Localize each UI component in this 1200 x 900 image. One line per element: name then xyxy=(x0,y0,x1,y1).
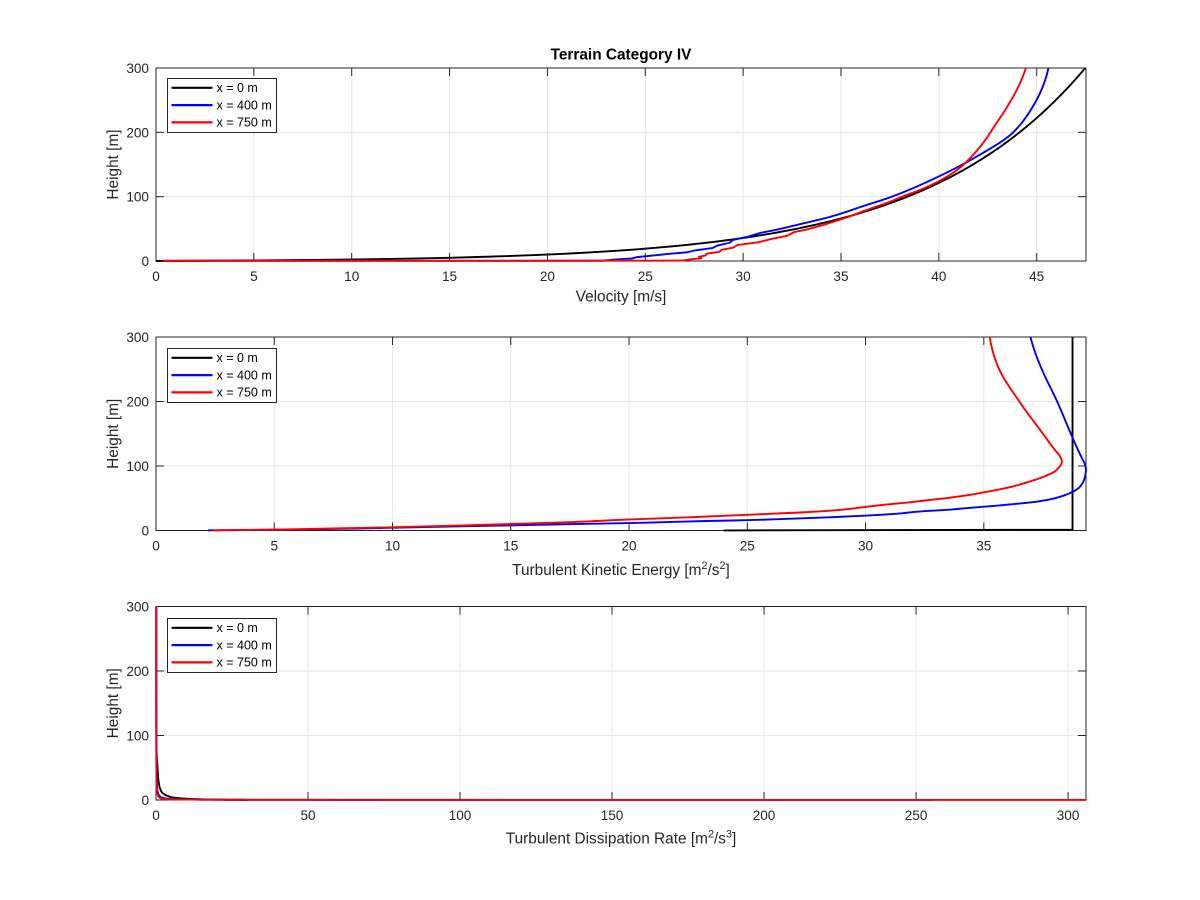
svg-text:Height [m]: Height [m] xyxy=(105,129,122,199)
svg-text:Velocity [m/s]: Velocity [m/s] xyxy=(576,289,667,306)
svg-text:100: 100 xyxy=(126,729,149,744)
svg-text:35: 35 xyxy=(833,269,848,284)
svg-text:300: 300 xyxy=(1057,808,1080,823)
svg-text:35: 35 xyxy=(976,539,991,554)
svg-text:40: 40 xyxy=(931,269,947,284)
svg-text:0: 0 xyxy=(152,808,160,823)
svg-text:10: 10 xyxy=(344,269,360,284)
svg-text:30: 30 xyxy=(858,539,874,554)
svg-text:Turbulent Dissipation Rate [m2: Turbulent Dissipation Rate [m2/s3] xyxy=(506,829,736,848)
svg-text:0: 0 xyxy=(141,793,149,808)
svg-text:10: 10 xyxy=(385,539,401,554)
svg-text:20: 20 xyxy=(621,539,637,554)
svg-text:x = 0 m: x = 0 m xyxy=(217,351,258,365)
svg-text:100: 100 xyxy=(126,459,149,474)
svg-text:Height [m]: Height [m] xyxy=(105,399,122,469)
svg-text:Turbulent Kinetic Energy [m2/s: Turbulent Kinetic Energy [m2/s2] xyxy=(512,560,730,579)
svg-text:x = 750 m: x = 750 m xyxy=(217,116,272,130)
svg-text:x = 0 m: x = 0 m xyxy=(217,81,258,95)
svg-text:150: 150 xyxy=(601,808,624,823)
svg-text:x = 0 m: x = 0 m xyxy=(217,621,258,635)
svg-text:x = 400 m: x = 400 m xyxy=(217,638,272,652)
svg-text:300: 300 xyxy=(126,61,149,76)
svg-text:50: 50 xyxy=(300,808,316,823)
svg-text:30: 30 xyxy=(736,269,752,284)
svg-text:15: 15 xyxy=(442,269,457,284)
svg-text:200: 200 xyxy=(753,808,776,823)
svg-text:20: 20 xyxy=(540,269,556,284)
svg-text:200: 200 xyxy=(126,664,149,679)
svg-text:200: 200 xyxy=(126,395,149,410)
svg-text:0: 0 xyxy=(141,524,149,539)
svg-text:300: 300 xyxy=(126,330,149,345)
svg-text:0: 0 xyxy=(152,539,160,554)
svg-text:x = 400 m: x = 400 m xyxy=(217,368,272,382)
svg-text:0: 0 xyxy=(141,254,149,269)
svg-text:0: 0 xyxy=(152,269,160,284)
svg-text:x = 400 m: x = 400 m xyxy=(217,98,272,112)
svg-text:45: 45 xyxy=(1029,269,1044,284)
svg-text:25: 25 xyxy=(740,539,755,554)
svg-text:250: 250 xyxy=(905,808,928,823)
svg-text:5: 5 xyxy=(270,539,278,554)
svg-text:Terrain Category IV: Terrain Category IV xyxy=(551,47,693,64)
svg-text:200: 200 xyxy=(126,125,149,140)
svg-text:x = 750 m: x = 750 m xyxy=(217,656,272,670)
svg-text:300: 300 xyxy=(126,600,149,615)
svg-text:5: 5 xyxy=(250,269,258,284)
svg-text:100: 100 xyxy=(449,808,472,823)
svg-text:25: 25 xyxy=(638,269,653,284)
svg-text:x = 750 m: x = 750 m xyxy=(217,386,272,400)
svg-text:15: 15 xyxy=(503,539,518,554)
svg-text:100: 100 xyxy=(126,190,149,205)
svg-text:Height [m]: Height [m] xyxy=(105,668,122,738)
